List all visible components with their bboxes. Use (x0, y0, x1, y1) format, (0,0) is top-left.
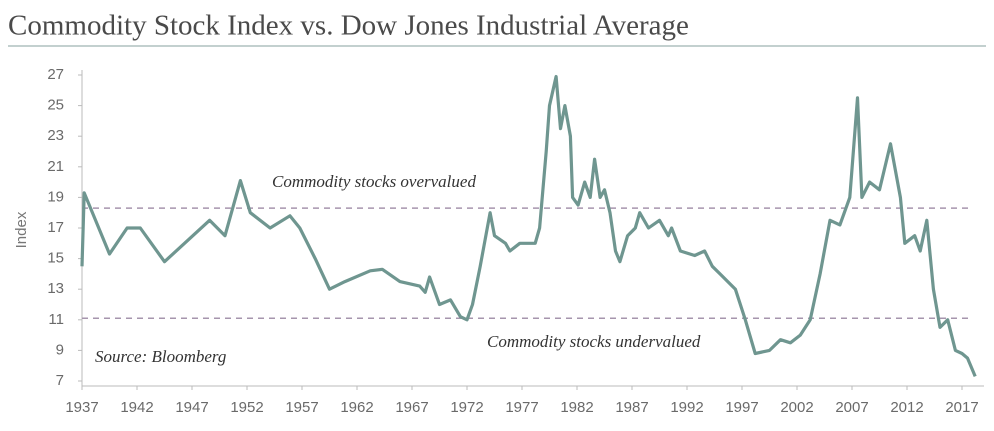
y-tick-label: 13 (47, 280, 64, 297)
y-tick-label: 23 (47, 127, 64, 144)
y-axis-title: Index (13, 211, 30, 248)
x-tick-label: 1977 (505, 399, 538, 416)
y-tick-label: 15 (47, 250, 64, 267)
x-tick-label: 1957 (285, 399, 318, 416)
x-tick-label: 1937 (65, 399, 98, 416)
x-tick-label: 1962 (340, 399, 373, 416)
y-tick-label: 21 (47, 158, 64, 175)
y-tick-label: 11 (48, 311, 64, 328)
x-tick-label: 2012 (890, 399, 923, 416)
x-tick-label: 2017 (945, 399, 978, 416)
y-tick-label: 27 (47, 66, 64, 83)
y-tick-label: 17 (47, 219, 64, 236)
series-line (80, 74, 977, 378)
x-tick-label: 1992 (670, 399, 703, 416)
x-tick-label: 1947 (175, 399, 208, 416)
annotation: Source: Bloomberg (95, 347, 226, 366)
annotation: Commodity stocks overvalued (272, 172, 476, 191)
x-tick-label: 1982 (560, 399, 593, 416)
x-tick-label: 1987 (615, 399, 648, 416)
x-tick-label: 1967 (395, 399, 428, 416)
chart-title: Commodity Stock Index vs. Dow Jones Indu… (8, 10, 689, 42)
x-tick-label: 1942 (120, 399, 153, 416)
y-tick-label: 9 (56, 341, 64, 358)
x-tick-label: 2002 (780, 399, 813, 416)
x-tick-label: 1972 (450, 399, 483, 416)
y-tick-label: 19 (47, 188, 64, 205)
y-tick-label: 7 (56, 372, 64, 389)
y-tick-label: 25 (47, 97, 64, 114)
x-tick-label: 1952 (230, 399, 263, 416)
x-tick-label: 2007 (835, 399, 868, 416)
annotation: Commodity stocks undervalued (487, 332, 701, 351)
x-tick-label: 1997 (725, 399, 758, 416)
